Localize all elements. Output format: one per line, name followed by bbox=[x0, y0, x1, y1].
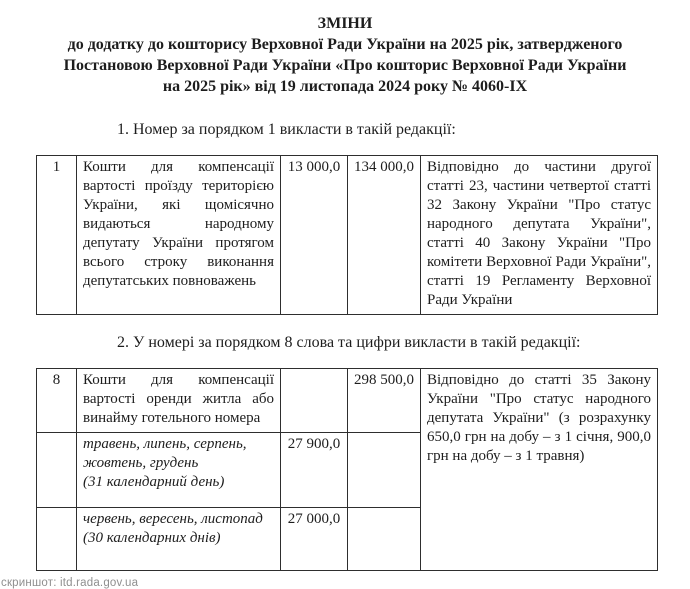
months-30-days-cell: червень, вересень, листопад (30 календар… bbox=[76, 507, 281, 571]
expense-description-cell: Кошти для компенсації вартості проїзду т… bbox=[76, 155, 281, 315]
daily-rate-amount-cell: 27 000,0 bbox=[280, 507, 348, 571]
table-row: 8 Кошти для компенсації вартості оренди … bbox=[36, 368, 658, 571]
doc-title: ЗМІНИ bbox=[317, 15, 373, 32]
table-row: червень, вересень, листопад (30 календар… bbox=[36, 507, 658, 571]
empty-cell bbox=[347, 507, 421, 571]
expense-description-cell: Кошти для компенсації вартості оренди жи… bbox=[76, 368, 281, 433]
total-amount-cell: 298 500,0 bbox=[347, 368, 421, 433]
row-number-cell: 8 bbox=[36, 368, 77, 433]
legal-basis-cell: Відповідно до статті 35 Закону України "… bbox=[420, 368, 658, 571]
months-31-days-cell: травень, липень, серпень, жовтень, груде… bbox=[76, 432, 281, 508]
empty-cell bbox=[36, 507, 77, 571]
doc-subtitle: до додатку до кошторису Верховної Ради У… bbox=[0, 34, 690, 97]
section-1-heading: 1. Номер за порядком 1 викласти в такій … bbox=[117, 121, 456, 138]
doc-subtitle-line: Постановою Верховної Ради України «Про к… bbox=[63, 57, 627, 74]
section-2-heading: 2. У номері за порядком 8 слова та цифри… bbox=[117, 334, 581, 351]
table-row: 1 Кошти для компенсації вартості проїзду… bbox=[36, 155, 658, 315]
doc-subtitle-line: на 2025 рік» від 19 листопада 2024 року … bbox=[162, 78, 528, 95]
table-item-8: 8 Кошти для компенсації вартості оренди … bbox=[36, 368, 658, 571]
daily-rate-amount-cell: 27 900,0 bbox=[280, 432, 348, 508]
row-number-cell: 1 bbox=[36, 155, 77, 315]
empty-cell bbox=[36, 432, 77, 508]
legal-basis-cell: Відповідно до частини другої статті 23, … bbox=[420, 155, 658, 315]
empty-cell bbox=[347, 432, 421, 508]
empty-cell bbox=[280, 368, 348, 433]
doc-subtitle-line: до додатку до кошторису Верховної Ради У… bbox=[67, 36, 623, 53]
source-caption: скриншот: itd.rada.gov.ua bbox=[1, 577, 139, 589]
monthly-amount-cell: 13 000,0 bbox=[280, 155, 348, 315]
total-amount-cell: 134 000,0 bbox=[347, 155, 421, 315]
table-item-1: 1 Кошти для компенсації вартості проїзду… bbox=[36, 155, 658, 315]
document-page: ЗМІНИ до додатку до кошторису Верховної … bbox=[0, 13, 690, 589]
